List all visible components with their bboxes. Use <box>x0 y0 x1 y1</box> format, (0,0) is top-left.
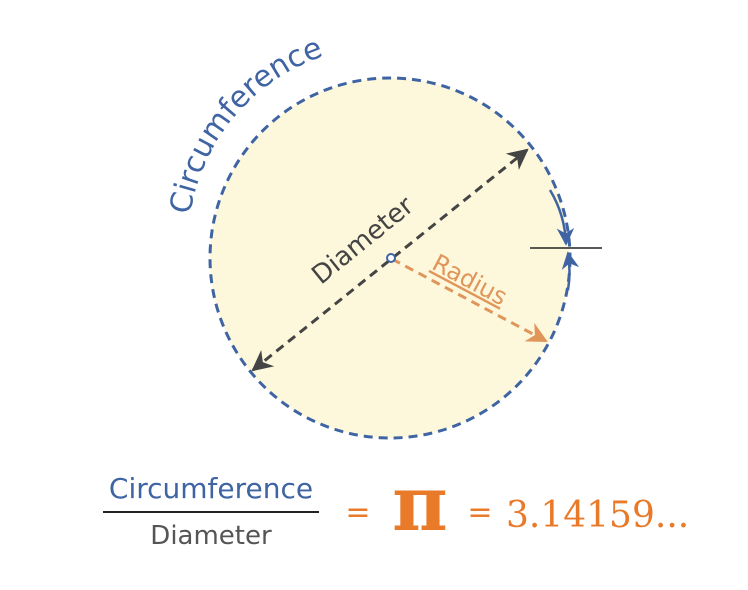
pi-value: 3.14159... <box>506 495 689 536</box>
center-point <box>386 253 396 263</box>
diameter-line <box>251 148 529 372</box>
equals-sign-1: = <box>345 495 370 530</box>
circumference-arrow-top <box>548 189 575 246</box>
fraction-denominator: Diameter <box>150 521 272 551</box>
circumference-arrow-bottom <box>561 251 580 291</box>
fraction-numerator: Circumference <box>109 472 313 505</box>
pi-symbol: π <box>392 459 448 548</box>
equals-sign-2: = <box>467 495 492 530</box>
